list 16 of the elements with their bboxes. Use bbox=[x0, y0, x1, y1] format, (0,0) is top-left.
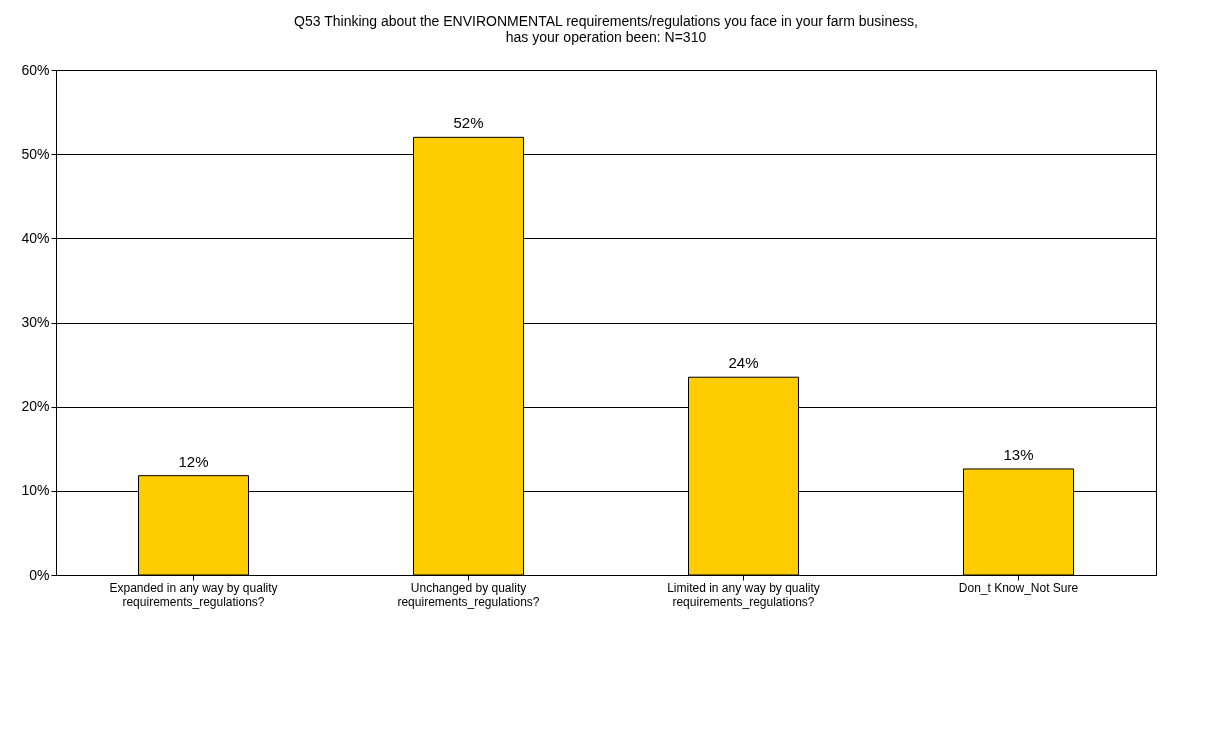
x-tick-label: Unchanged by quality requirements_regulations? bbox=[397, 580, 540, 609]
x-tick-label: Expanded in any way by quality requirements_regulations? bbox=[109, 580, 278, 609]
y-tick-label: 0% bbox=[29, 566, 50, 583]
data-label: 12% bbox=[178, 452, 209, 470]
chart-title: Q53 Thinking about the ENVIRONMENTAL requirements/regulations you face in your farm business, has your operation been: N=310 bbox=[294, 13, 918, 45]
y-tick-label: 10% bbox=[21, 482, 50, 499]
y-tick-label: 60% bbox=[21, 61, 50, 78]
y-tick-label: 30% bbox=[21, 314, 50, 330]
x-tick-label: Limited in any way by quality requirements_regulations? bbox=[667, 580, 820, 609]
y-tick-label: 20% bbox=[21, 398, 50, 415]
y-tick-label: 40% bbox=[21, 229, 50, 246]
data-label: 13% bbox=[1003, 445, 1034, 463]
data-label: 52% bbox=[453, 114, 484, 132]
data-label: 24% bbox=[728, 354, 759, 372]
x-tick-label: Don_t Know_Not Sure bbox=[958, 580, 1079, 595]
y-tick-label: 50% bbox=[21, 145, 50, 162]
